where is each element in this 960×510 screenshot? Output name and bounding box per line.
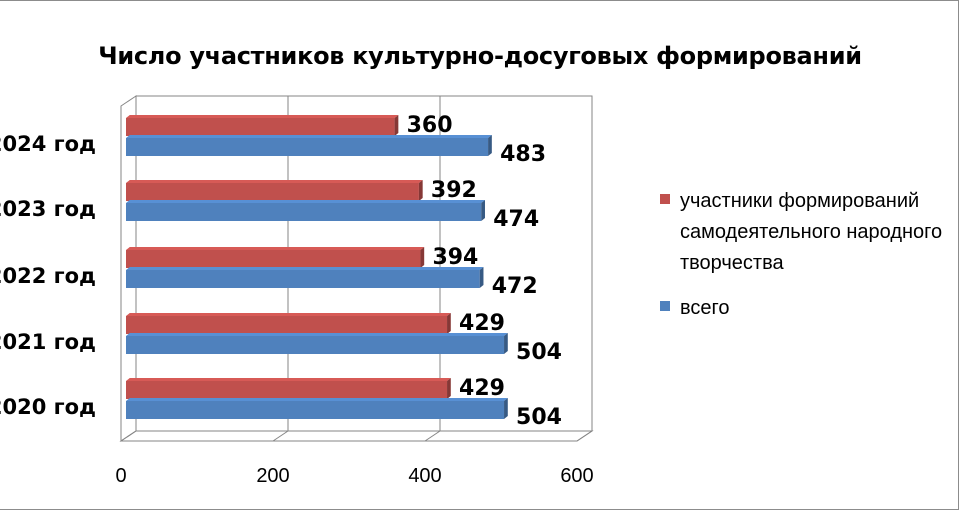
chart-bars: [126, 115, 508, 419]
bar-participants-side: [394, 115, 399, 136]
category-label: 2023 год: [0, 197, 96, 221]
bar-total-top: [126, 135, 492, 138]
bar-participants-side: [447, 313, 451, 334]
bar-participants: [126, 316, 448, 334]
bar-total-side: [479, 267, 484, 288]
category-label: 2020 год: [0, 395, 96, 419]
data-label-participants: 429: [459, 376, 505, 401]
floor: [119, 430, 594, 442]
data-label-participants: 392: [431, 178, 477, 203]
gridline-floor: [272, 430, 289, 442]
bar-total: [126, 138, 489, 156]
bar-participants: [126, 381, 448, 399]
category-label: 2021 год: [0, 330, 96, 354]
bar-total-side: [504, 333, 508, 354]
bar-participants-top: [126, 180, 423, 183]
data-label-participants: 394: [432, 245, 478, 270]
data-label-total: 474: [493, 207, 539, 232]
data-label-participants: 360: [407, 113, 453, 138]
bar-participants-top: [126, 247, 425, 250]
gridline-floor: [576, 430, 593, 442]
bar-total-side: [481, 200, 485, 221]
chart-title: Число участников культурно-досуговых фор…: [98, 42, 862, 70]
bar-total-side: [488, 135, 492, 156]
bar-total-top: [126, 267, 484, 270]
legend-swatch-participants: [660, 194, 670, 204]
bar-total: [126, 401, 505, 419]
bar-participants: [126, 183, 419, 201]
legend-item-participants: участники формирований самодеятельного н…: [658, 186, 958, 279]
x-tick-label: 0: [115, 465, 126, 487]
legend: участники формирований самодеятельного н…: [658, 186, 958, 338]
bar-participants-side: [420, 247, 425, 268]
gridline-floor: [120, 430, 137, 442]
data-label-participants: 429: [459, 311, 505, 336]
bar-total-top: [126, 398, 508, 401]
data-label-total: 504: [516, 340, 562, 365]
bar-total-top: [126, 200, 485, 203]
bar-total-side: [504, 398, 508, 419]
data-label-total: 504: [516, 405, 562, 430]
data-label-total: 472: [492, 274, 538, 299]
bar-participants-side: [447, 378, 451, 399]
x-tick-label: 400: [408, 465, 441, 487]
bar-participants-top: [126, 313, 451, 316]
bar-participants-top: [126, 115, 399, 118]
bar-participants-side: [418, 180, 423, 201]
bar-total-top: [126, 333, 508, 336]
x-tick-label: 600: [560, 465, 593, 487]
bar-participants: [126, 250, 421, 268]
bar-total: [126, 336, 505, 354]
bar-participants-top: [126, 378, 451, 381]
legend-item-total: всего: [658, 293, 958, 324]
x-tick-label: 200: [256, 465, 289, 487]
chart-labels: 0 200 400 600 360 483 2024 год 392 474 2023 год 39…: [0, 113, 594, 487]
legend-label-total: всего: [680, 297, 730, 319]
bar-participants: [126, 118, 395, 136]
bar-total: [126, 270, 480, 288]
bar-total: [126, 203, 482, 221]
category-label: 2024 год: [0, 132, 96, 156]
legend-label-participants: участники формирований самодеятельного н…: [680, 190, 943, 274]
legend-swatch-total: [660, 301, 670, 311]
gridline-floor: [424, 430, 441, 442]
data-label-total: 483: [500, 142, 546, 167]
